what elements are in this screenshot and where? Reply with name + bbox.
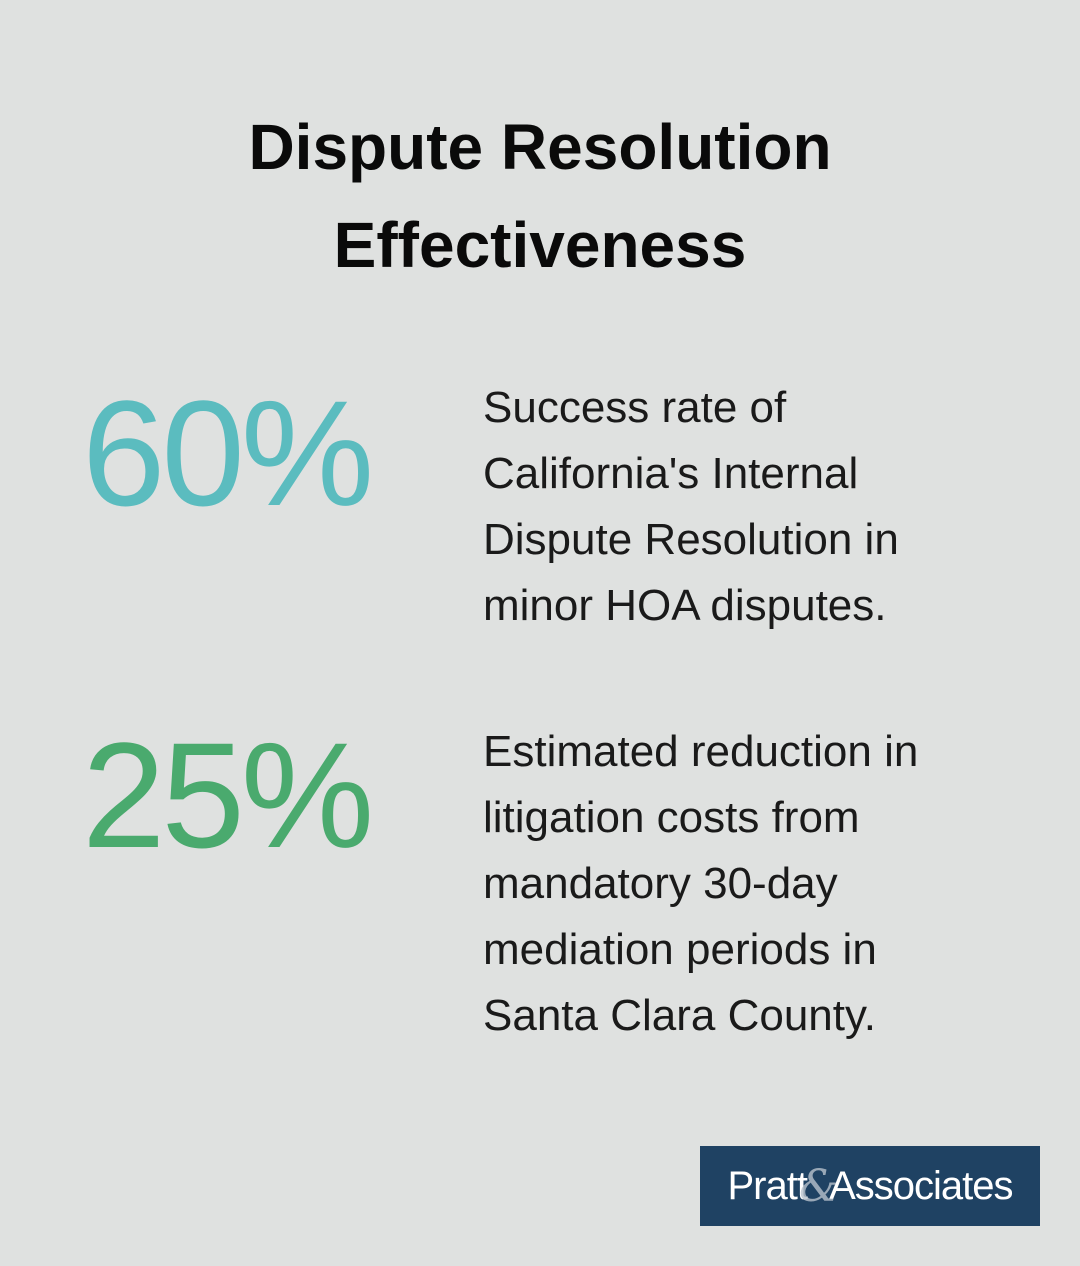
stat-description-60: Success rate of California's Internal Di… [483, 375, 899, 639]
ampersand-icon: & [798, 1160, 838, 1212]
desc-line: Success rate of [483, 383, 787, 432]
stat-description-25: Estimated reduction in litigation costs … [483, 719, 918, 1049]
desc-line: litigation costs from [483, 793, 860, 842]
stat-value-60: 60% [82, 369, 374, 537]
desc-line: Santa Clara County. [483, 991, 876, 1040]
stat-value-25: 25% [82, 711, 374, 879]
desc-line: mediation periods in [483, 925, 877, 974]
title-line: Effectiveness [333, 209, 747, 281]
desc-line: minor HOA disputes. [483, 581, 887, 630]
title-line: Dispute Resolution [248, 111, 832, 183]
logo-text-right: Associates [829, 1163, 1013, 1208]
page-title: Dispute Resolution Effectiveness [0, 98, 1080, 294]
desc-line: California's Internal [483, 449, 859, 498]
desc-line: mandatory 30-day [483, 859, 838, 908]
logo-text-left: Pratt [727, 1163, 807, 1208]
desc-line: Estimated reduction in [483, 727, 919, 776]
desc-line: Dispute Resolution in [483, 515, 899, 564]
pratt-associates-logo: Pratt & Associates [700, 1146, 1040, 1226]
